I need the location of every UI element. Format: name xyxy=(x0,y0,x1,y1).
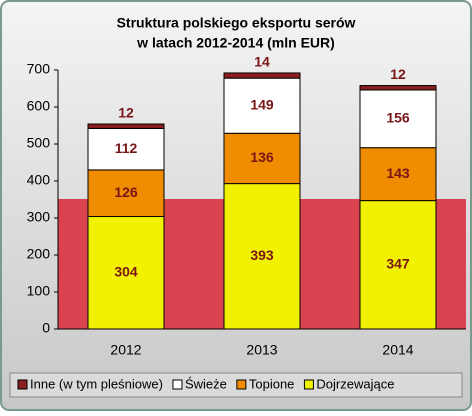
y-tick-label: 500 xyxy=(27,135,51,151)
data-label: 126 xyxy=(114,184,138,200)
bar-segment xyxy=(223,72,301,79)
data-label: 347 xyxy=(386,256,410,272)
data-label: 12 xyxy=(118,105,134,121)
y-tick-label: 100 xyxy=(27,283,51,299)
legend-swatch xyxy=(172,379,183,390)
bar-segment xyxy=(87,127,165,171)
bar-segment xyxy=(359,147,437,202)
bar-segment xyxy=(87,169,165,218)
bar-segment xyxy=(87,123,165,129)
legend-swatch xyxy=(236,379,247,390)
legend-label: Świeże xyxy=(185,376,227,391)
data-label: 149 xyxy=(250,96,274,112)
y-tick-label: 0 xyxy=(42,320,50,336)
bar-segment xyxy=(87,216,165,330)
x-tick-label: 2014 xyxy=(382,342,413,358)
data-label: 304 xyxy=(114,263,138,279)
legend-label: Topione xyxy=(249,376,295,391)
bar-segment xyxy=(359,200,437,330)
data-label: 14 xyxy=(254,54,270,70)
x-tick-label: 2013 xyxy=(246,342,277,358)
data-label: 156 xyxy=(386,110,410,126)
data-label: 12 xyxy=(390,66,406,82)
chart-title: w latach 2012-2014 (mln EUR) xyxy=(136,35,335,51)
y-tick-label: 300 xyxy=(27,209,51,225)
y-tick-label: 200 xyxy=(27,246,51,262)
data-label: 136 xyxy=(250,149,274,165)
legend-label: Dojrzewające xyxy=(316,376,394,391)
legend-swatch xyxy=(17,379,28,390)
y-tick-label: 400 xyxy=(27,172,51,188)
y-tick-label: 700 xyxy=(27,61,51,77)
legend-swatch xyxy=(303,379,314,390)
x-tick-label: 2012 xyxy=(110,342,141,358)
bar-segment xyxy=(223,132,301,185)
data-label: 112 xyxy=(115,140,138,156)
legend-label: Inne (w tym pleśniowe) xyxy=(30,376,163,391)
chart-title: Struktura polskiego eksportu serów xyxy=(117,15,356,31)
bar-segment xyxy=(223,183,301,330)
data-label: 393 xyxy=(250,247,274,263)
bar-segment xyxy=(359,89,437,149)
data-label: 143 xyxy=(386,165,410,181)
bar-segment xyxy=(359,85,437,91)
legend xyxy=(9,372,463,398)
y-tick-label: 600 xyxy=(27,98,51,114)
